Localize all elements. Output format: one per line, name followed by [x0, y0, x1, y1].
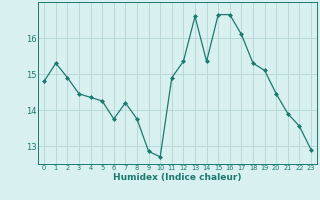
X-axis label: Humidex (Indice chaleur): Humidex (Indice chaleur) [113, 173, 242, 182]
